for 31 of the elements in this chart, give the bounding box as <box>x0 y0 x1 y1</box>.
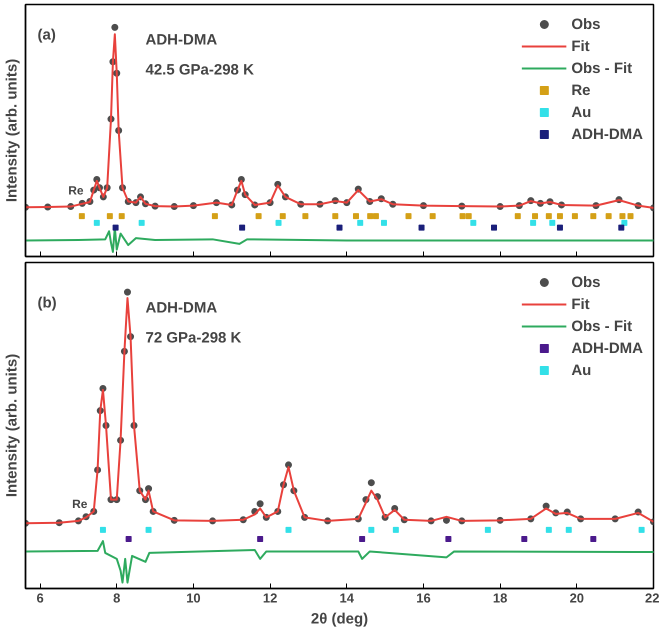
legend-label: ADH-DMA <box>571 126 643 142</box>
x-tick-label: 10 <box>186 590 201 606</box>
annotation: ADH-DMA <box>146 300 218 316</box>
x-tick-label: 6 <box>36 590 44 606</box>
x-tick-label: 16 <box>416 590 431 606</box>
legend-label: Obs - Fit <box>571 60 632 76</box>
legend-label: Au <box>571 362 592 378</box>
annotation: 72 GPa-298 K <box>146 330 242 346</box>
legend-label: Obs <box>571 16 601 32</box>
y-axis-title: Intensity (arb. units) <box>4 354 20 498</box>
x-tick-label: 22 <box>645 590 659 606</box>
x-tick-label: 8 <box>113 590 120 606</box>
x-tick-label: 18 <box>492 590 508 606</box>
x-tick-label: 20 <box>570 590 584 606</box>
legend-label: Fit <box>571 38 591 54</box>
legend-label: Obs <box>571 274 601 290</box>
legend-label: Fit <box>571 296 591 312</box>
annotation: (b) <box>38 294 57 312</box>
x-tick-label: 14 <box>340 590 355 606</box>
x-axis-title: 2θ (deg) <box>310 610 368 628</box>
annotation: Re <box>72 496 88 511</box>
legend-label: ADH-DMA <box>571 340 643 356</box>
legend-label: Re <box>571 82 592 98</box>
x-tick-label: 12 <box>262 590 278 606</box>
annotation: 42.5 GPa-298 K <box>146 62 254 78</box>
y-axis-title: Intensity (arb. units) <box>4 58 20 202</box>
legend-label: Au <box>571 104 592 120</box>
annotation: ADH-DMA <box>146 32 218 48</box>
annotation: Re <box>68 183 84 198</box>
legend-label: Obs - Fit <box>571 318 632 334</box>
annotation: (a) <box>38 26 56 44</box>
